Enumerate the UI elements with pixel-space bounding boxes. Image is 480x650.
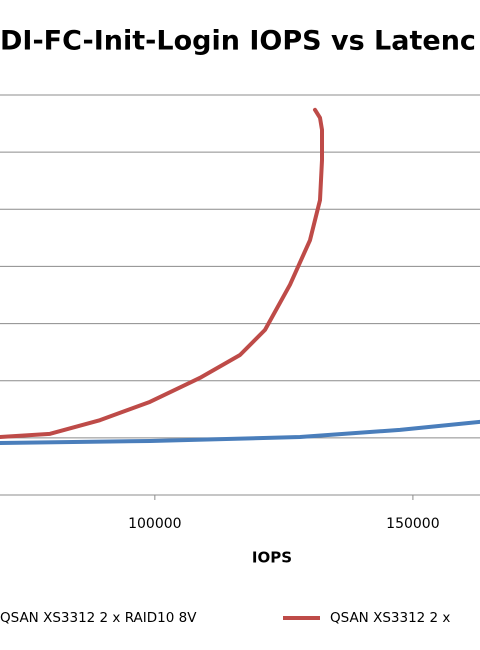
- series-line: [0, 107, 325, 439]
- grid: 100000 150000: [0, 94, 480, 532]
- legend-label: QSAN XS3312 2 x RAID10 8V: [0, 610, 197, 626]
- x-tick-label: 150000: [386, 516, 439, 532]
- legend-label: QSAN XS3312 2 x: [330, 610, 450, 626]
- legend: QSAN XS3312 2 x RAID10 8V QSAN XS3312 2 x: [0, 610, 450, 626]
- chart-title: DI-FC-Init-Login IOPS vs Latenc: [0, 26, 476, 57]
- x-tick-label: 100000: [128, 516, 181, 532]
- series-line: [0, 419, 480, 445]
- plot-area: [0, 107, 480, 445]
- x-axis-title: IOPS: [252, 549, 292, 567]
